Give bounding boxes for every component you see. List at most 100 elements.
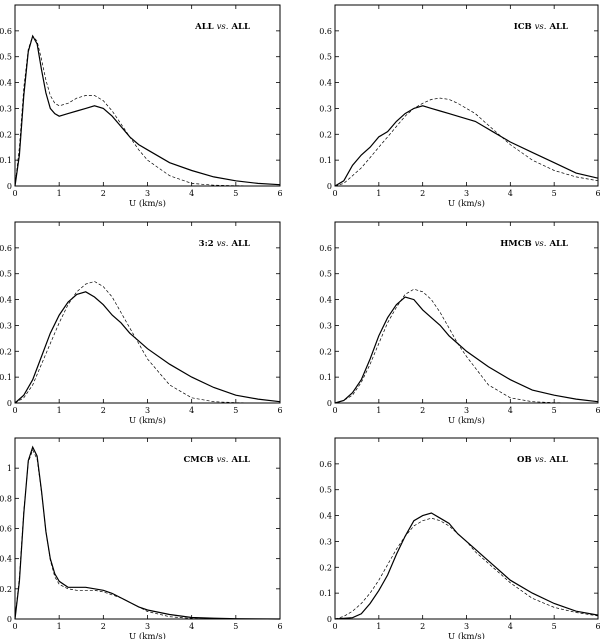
y-tick-label: 0.5: [319, 270, 332, 279]
y-tick-label: 0.6: [0, 27, 12, 36]
y-tick-label: 0.6: [319, 244, 332, 253]
x-tick-label: 5: [233, 189, 238, 198]
y-tick-label: 0.1: [319, 589, 332, 598]
panel-title-prefix: ALL: [194, 22, 217, 32]
dashed-series-line: [14, 449, 280, 620]
panel-title-vs: vs.: [217, 22, 229, 32]
x-tick-label: 6: [277, 406, 282, 415]
panel-title-vs: vs.: [535, 22, 547, 32]
y-tick-label: 0: [327, 615, 332, 624]
y-tick-label: 0.2: [0, 347, 12, 356]
x-axis-label: U (km/s): [448, 631, 485, 639]
x-tick-label: 6: [277, 622, 282, 631]
y-tick-label: 0.4: [319, 296, 332, 305]
y-tick-label: 0.3: [319, 321, 332, 330]
x-axis-label: U (km/s): [129, 631, 166, 639]
chart-panel-2: 0 1 2 3 4 5 6 0 0.1 0.2 0.3 0.4 0.5 0.6 U (km/s) ICB vs…: [319, 4, 600, 209]
panel-title: HMCB vs. ALL: [500, 239, 568, 249]
x-tick-label: 6: [277, 189, 282, 198]
panel-title-suffix: ALL: [228, 22, 250, 32]
x-tick-label: 1: [376, 622, 381, 631]
y-tick-label: 0.5: [0, 53, 12, 62]
x-tick-label: 1: [376, 189, 381, 198]
plot-frame: [334, 221, 599, 404]
x-tick-label: 4: [508, 189, 513, 198]
dashed-series-line: [14, 281, 280, 404]
panel-title-suffix: ALL: [546, 455, 568, 465]
plot-frame: [334, 4, 599, 187]
x-tick-label: 1: [57, 406, 62, 415]
dashed-series-line: [334, 97, 599, 187]
x-tick-label: 1: [57, 622, 62, 631]
panel-title: OB vs. ALL: [517, 455, 568, 465]
y-tick-label: 0.3: [0, 104, 12, 113]
y-tick-label: 0.6: [319, 460, 332, 469]
y-tick-label: 0.5: [319, 486, 332, 495]
x-tick-label: 0: [332, 189, 337, 198]
panel-title-prefix: ICB: [514, 22, 535, 32]
x-tick-label: 4: [189, 622, 194, 631]
y-tick-label: 1: [7, 464, 12, 473]
panel-title-prefix: CMCB: [184, 455, 217, 465]
x-tick-label: 2: [101, 189, 106, 198]
y-tick-label: 0.4: [319, 512, 332, 521]
panel-title-vs: vs.: [217, 239, 229, 249]
solid-series-line: [334, 105, 599, 187]
plot-frame: [14, 4, 281, 187]
x-tick-label: 6: [595, 189, 600, 198]
x-tick-label: 4: [189, 406, 194, 415]
solid-series-line: [334, 512, 599, 620]
panel-title: ICB vs. ALL: [514, 22, 568, 32]
x-tick-label: 5: [552, 622, 557, 631]
solid-series-line: [334, 296, 599, 404]
y-tick-label: 0.2: [319, 347, 332, 356]
y-tick-label: 0.6: [319, 27, 332, 36]
y-tick-label: 0.5: [0, 270, 12, 279]
y-tick-label: 0: [7, 399, 12, 408]
y-tick-label: 0: [7, 182, 12, 191]
panel-title: 3:2 vs. ALL: [199, 239, 250, 249]
chart-panel-1: 0 1 2 3 4 5 6 0 0.1 0.2 0.3 0.4 0.5 0.6 U (km/s) ALL vs…: [0, 4, 283, 209]
panel-title-prefix: HMCB: [500, 239, 534, 249]
chart-panel-3: 0 1 2 3 4 5 6 0 0.1 0.2 0.3 0.4 0.5 0.6 U (km/s) 3:2 vs…: [0, 221, 283, 426]
panel-title-suffix: ALL: [546, 22, 568, 32]
panel-title-vs: vs.: [535, 455, 547, 465]
y-tick-label: 0.4: [0, 555, 12, 564]
x-tick-label: 2: [420, 406, 425, 415]
panel-title-suffix: ALL: [228, 239, 250, 249]
x-axis-label: U (km/s): [448, 415, 485, 426]
x-tick-label: 1: [57, 189, 62, 198]
solid-series-line: [14, 445, 281, 620]
x-tick-label: 3: [145, 189, 150, 198]
x-tick-label: 5: [552, 406, 557, 415]
y-tick-label: 0.4: [0, 296, 12, 305]
x-tick-label: 3: [145, 406, 150, 415]
x-tick-label: 3: [464, 406, 469, 415]
y-tick-label: 0.1: [319, 373, 332, 382]
x-tick-label: 0: [332, 406, 337, 415]
panel-title-prefix: OB: [517, 455, 535, 465]
y-tick-label: 0: [327, 182, 332, 191]
solid-series-line: [14, 34, 281, 187]
panel-title: ALL vs. ALL: [194, 22, 250, 32]
y-tick-label: 0.3: [0, 321, 12, 330]
x-tick-label: 0: [12, 406, 17, 415]
y-tick-label: 0.1: [0, 373, 12, 382]
x-tick-label: 5: [233, 406, 238, 415]
panel-title-vs: vs.: [535, 239, 547, 249]
x-tick-label: 4: [508, 406, 513, 415]
x-tick-label: 0: [12, 189, 17, 198]
x-tick-label: 2: [420, 189, 425, 198]
y-tick-label: 0.3: [319, 104, 332, 113]
y-tick-label: 0.1: [0, 156, 12, 165]
x-tick-label: 5: [233, 622, 238, 631]
plot-frame: [334, 437, 599, 620]
x-tick-label: 6: [595, 406, 600, 415]
chart-panel-5: 0 1 2 3 4 5 6 0 0.2 0.4 0.6 0.8 1 U (km/s) CMCB vs. AL…: [0, 437, 283, 639]
x-tick-label: 3: [464, 189, 469, 198]
panel-grid: 0 1 2 3 4 5 6 0 0.1 0.2 0.3 0.4 0.5 0.6 U (km/s) ALL vs…: [0, 4, 600, 639]
x-tick-label: 5: [552, 189, 557, 198]
y-tick-label: 0.6: [0, 244, 12, 253]
x-tick-label: 1: [376, 406, 381, 415]
